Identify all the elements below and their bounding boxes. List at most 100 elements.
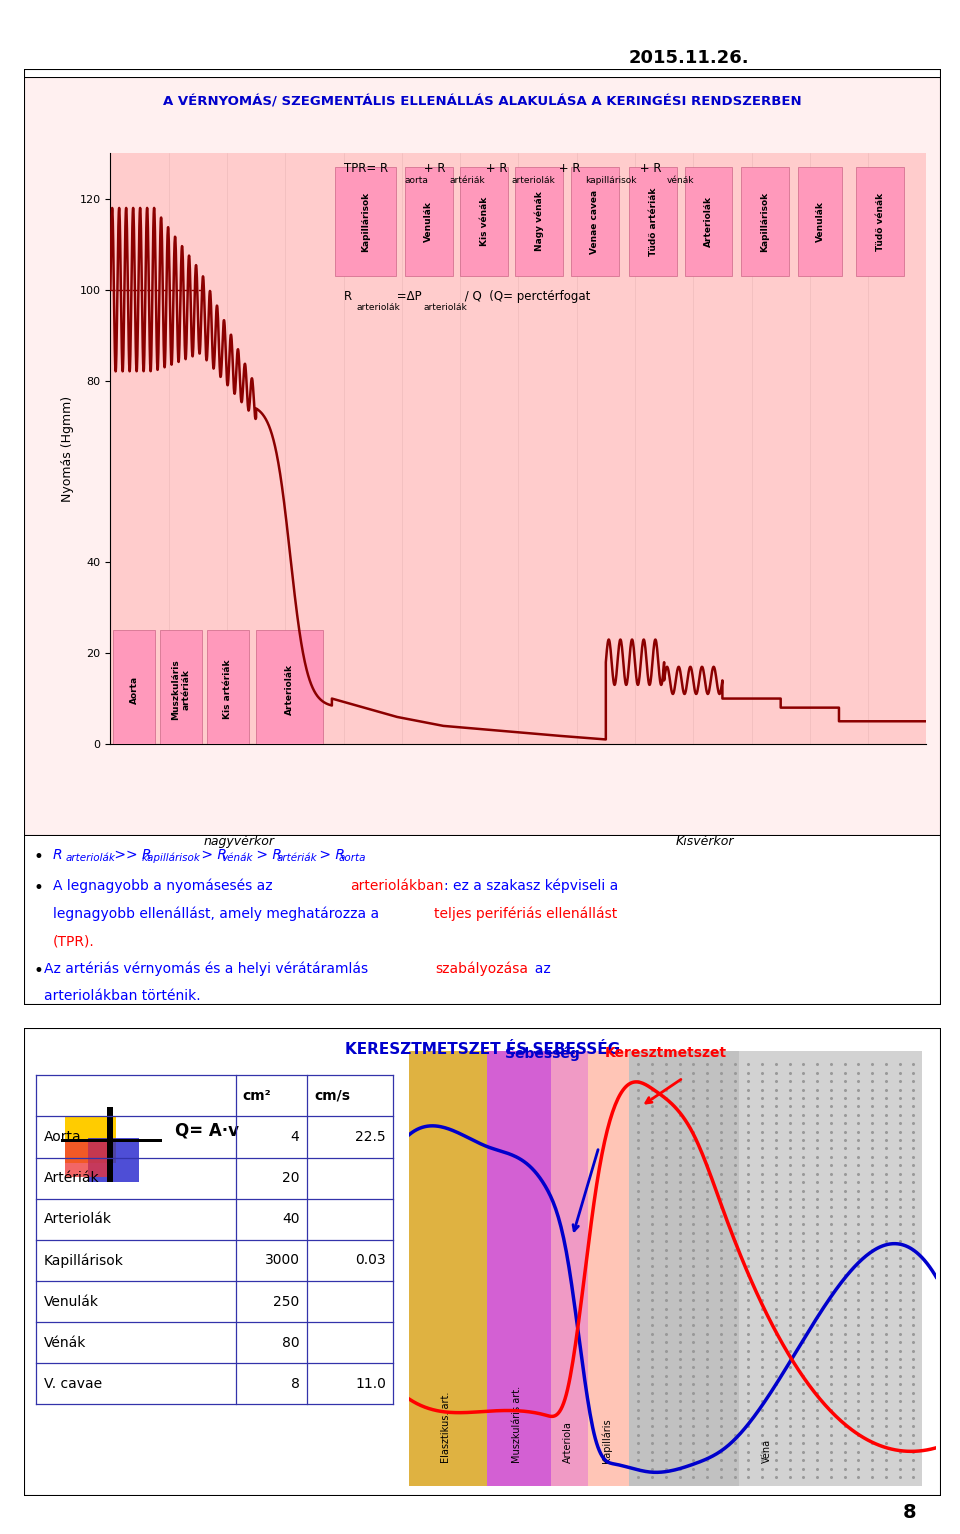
Text: Tüdő artériák: Tüdő artériák (649, 187, 658, 256)
Text: Q= A·v: Q= A·v (176, 1121, 239, 1140)
Text: > R: > R (315, 848, 345, 862)
Text: Venulák: Venulák (816, 201, 825, 242)
Text: Elasztikus. art.: Elasztikus. art. (441, 1391, 451, 1463)
Bar (409, 1051, 487, 1486)
Text: A legnagyobb a nyomásesés az: A legnagyobb a nyomásesés az (53, 879, 276, 893)
Text: / Q  (Q= perctérfogat: / Q (Q= perctérfogat (461, 290, 590, 302)
Text: arteriolák: arteriolák (424, 304, 468, 313)
Bar (160, 630, 202, 744)
Bar (684, 167, 732, 276)
Text: > R: > R (197, 848, 227, 862)
Text: KERESZTMETSZET ÉS SEBESSÉG: KERESZTMETSZET ÉS SEBESSÉG (345, 1042, 620, 1057)
Text: Tüdő vénák: Tüdő vénák (876, 192, 885, 250)
Bar (516, 167, 564, 276)
Bar (798, 167, 842, 276)
Text: Kapillárisok: Kapillárisok (760, 192, 770, 252)
Text: Kapillárisok: Kapillárisok (44, 1253, 124, 1267)
Text: Venulák: Venulák (44, 1295, 99, 1309)
Text: 3000: 3000 (264, 1253, 300, 1267)
Bar (256, 630, 324, 744)
Text: 11.0: 11.0 (355, 1378, 386, 1391)
Bar (629, 167, 677, 276)
Text: vénák: vénák (221, 853, 252, 864)
Text: •: • (34, 879, 43, 897)
Bar (335, 167, 396, 276)
Text: arteriolák: arteriolák (356, 304, 400, 313)
Bar (88, 1138, 138, 1183)
Text: Nagy vénák: Nagy vénák (535, 192, 544, 252)
Text: (TPR).: (TPR). (53, 934, 94, 948)
Text: + R: + R (636, 163, 661, 175)
Text: 8: 8 (903, 1503, 917, 1522)
Text: Aorta: Aorta (130, 675, 139, 704)
Text: R: R (344, 290, 351, 302)
Text: aorta: aorta (405, 176, 428, 186)
Text: Venulák: Venulák (424, 201, 433, 242)
Bar (113, 630, 156, 744)
Bar (629, 1051, 739, 1486)
Text: az: az (526, 962, 551, 976)
Text: Kapillárisok: Kapillárisok (361, 192, 370, 252)
Text: cm/s: cm/s (314, 1089, 350, 1103)
Text: Véna: Véna (761, 1439, 772, 1463)
Bar (60, 1138, 161, 1143)
Text: Arteriolák: Arteriolák (44, 1212, 111, 1226)
Text: + R: + R (420, 163, 446, 175)
Text: Vénák: Vénák (44, 1336, 86, 1350)
Text: 22.5: 22.5 (355, 1131, 386, 1144)
Bar (571, 167, 618, 276)
Text: R: R (53, 848, 62, 862)
Text: TPR= R: TPR= R (344, 163, 388, 175)
Text: + R: + R (555, 163, 580, 175)
Text: =ΔP: =ΔP (393, 290, 421, 302)
Text: •: • (34, 962, 43, 980)
Text: A VÉRNYOMÁS/ SZEGMENTÁLIS ELLENÁLLÁS ALAKULÁSA A KERINGÉSI RENDSZERBEN: A VÉRNYOMÁS/ SZEGMENTÁLIS ELLENÁLLÁS ALA… (163, 95, 802, 109)
Text: 80: 80 (282, 1336, 300, 1350)
Y-axis label: Nyomás (Hgmm): Nyomás (Hgmm) (61, 396, 74, 502)
Bar (741, 167, 789, 276)
Text: + R: + R (482, 163, 507, 175)
Text: Venae cavea: Venae cavea (590, 190, 599, 253)
Text: artériák: artériák (276, 853, 317, 864)
Bar (65, 1117, 116, 1163)
Text: nagyvérkör: nagyvérkör (204, 834, 275, 848)
Bar (588, 1051, 629, 1486)
Text: >> R: >> R (110, 848, 152, 862)
Text: arteriolákban: arteriolákban (350, 879, 444, 893)
Text: Arteriolák: Arteriolák (704, 196, 713, 247)
Text: teljes perifériás ellenállást: teljes perifériás ellenállást (434, 907, 617, 920)
Text: artériák: artériák (449, 176, 485, 186)
Bar (460, 167, 508, 276)
Text: 4: 4 (291, 1131, 300, 1144)
Text: vénák: vénák (667, 176, 694, 186)
Text: Artériák: Artériák (44, 1170, 100, 1186)
Text: 2015.11.26.: 2015.11.26. (629, 49, 750, 67)
Text: Kisvérkör: Kisvérkör (676, 834, 734, 848)
Bar (405, 167, 452, 276)
Text: 0.03: 0.03 (355, 1253, 386, 1267)
Text: Arteriolák: Arteriolák (285, 664, 294, 715)
Text: Arteriola: Arteriola (563, 1420, 573, 1463)
Text: Sebesség: Sebesség (505, 1046, 580, 1062)
Bar (856, 167, 904, 276)
Bar (551, 1051, 588, 1486)
Text: 20: 20 (282, 1170, 300, 1186)
Text: legnagyobb ellenállást, amely meghatározza a: legnagyobb ellenállást, amely meghatároz… (53, 907, 383, 920)
Bar (65, 1140, 110, 1178)
Text: kapillárisok: kapillárisok (142, 853, 201, 864)
Text: kapillárisok: kapillárisok (586, 176, 636, 186)
Text: Muszkuláris art.: Muszkuláris art. (513, 1385, 522, 1463)
Bar (629, 1051, 923, 1486)
Text: arteriolák: arteriolák (512, 176, 555, 186)
Text: 8: 8 (291, 1378, 300, 1391)
Bar (107, 1108, 113, 1183)
Text: Kis artériák: Kis artériák (223, 660, 232, 719)
Text: Keresztmetszet: Keresztmetszet (605, 1046, 727, 1060)
Text: cm²: cm² (243, 1089, 272, 1103)
Text: arteriolák: arteriolák (65, 853, 115, 864)
Text: •: • (34, 848, 43, 867)
Text: arteriolákban történik.: arteriolákban történik. (44, 989, 201, 1003)
Text: V. cavae: V. cavae (44, 1378, 102, 1391)
Text: > R: > R (252, 848, 282, 862)
Text: Kis vénák: Kis vénák (479, 196, 489, 245)
